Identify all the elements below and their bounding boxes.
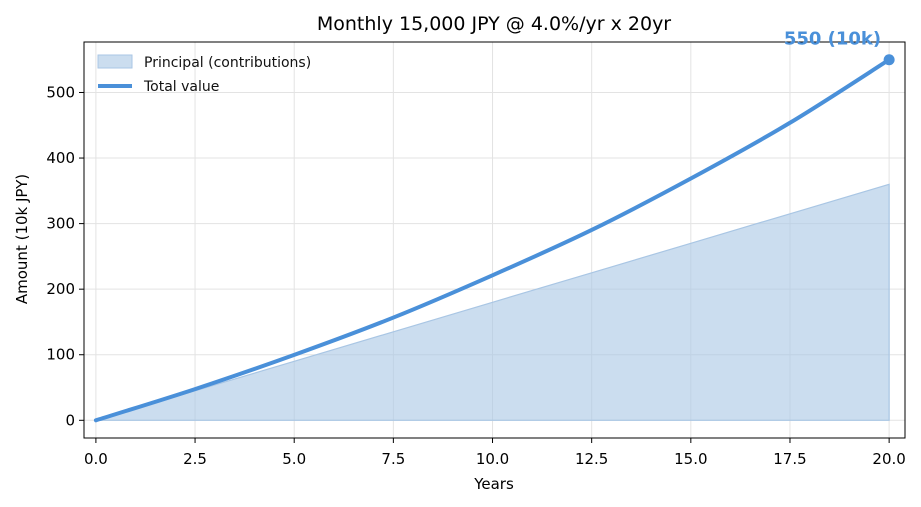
y-tick-label: 500 <box>46 83 75 101</box>
x-tick-label: 2.5 <box>183 450 207 468</box>
x-axis-label: Years <box>473 475 514 493</box>
chart-title: Monthly 15,000 JPY @ 4.0%/yr x 20yr <box>317 13 671 35</box>
x-tick-label: 0.0 <box>84 450 108 468</box>
y-axis-label: Amount (10k JPY) <box>13 174 31 304</box>
x-tick-label: 20.0 <box>872 450 905 468</box>
x-tick-label: 17.5 <box>773 450 806 468</box>
x-axis-ticks: 0.0 2.5 5.0 7.5 10.0 12.5 15.0 17.5 20.0 <box>84 438 906 468</box>
y-tick-label: 100 <box>46 346 75 364</box>
x-tick-label: 7.5 <box>381 450 405 468</box>
legend: Principal (contributions) Total value <box>97 54 311 95</box>
x-tick-label: 15.0 <box>674 450 707 468</box>
x-tick-label: 5.0 <box>282 450 306 468</box>
legend-total-label: Total value <box>143 79 219 95</box>
end-value-annotation: 550 (10k) <box>784 29 881 50</box>
principal-area-layer <box>95 183 890 421</box>
total-value-line <box>93 57 892 423</box>
legend-principal-swatch <box>97 54 133 69</box>
y-tick-label: 400 <box>46 149 75 167</box>
y-tick-label: 0 <box>65 411 75 429</box>
y-tick-label: 200 <box>46 280 75 298</box>
principal-area <box>95 183 890 421</box>
end-point-marker <box>883 54 895 66</box>
x-tick-label: 10.0 <box>476 450 509 468</box>
x-tick-label: 12.5 <box>575 450 608 468</box>
y-tick-label: 300 <box>46 215 75 233</box>
plot-frame <box>83 41 906 439</box>
total-value-line-layer <box>93 54 895 423</box>
legend-principal-label: Principal (contributions) <box>144 55 311 71</box>
y-axis-ticks: 0 100 200 300 400 500 <box>46 83 84 429</box>
